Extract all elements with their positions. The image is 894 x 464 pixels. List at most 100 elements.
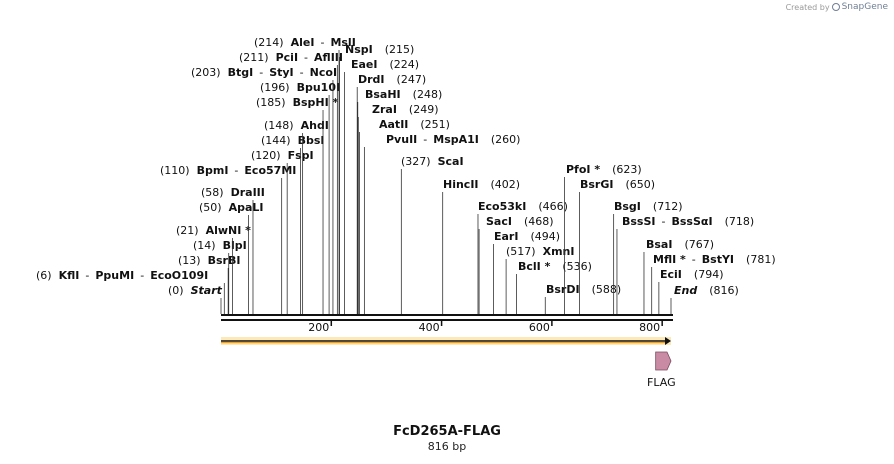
ruler-label: 200: [308, 321, 329, 334]
site-position: (247): [397, 73, 427, 86]
site-name: BsaHI: [365, 88, 401, 101]
credit-brand: SnapGene: [841, 2, 888, 12]
site-position: (120): [251, 149, 281, 162]
site-mfli: MflI * - BstYI (781): [651, 253, 776, 314]
site-position: (144): [261, 134, 291, 147]
site-bsphi: (185) BspHI *: [256, 96, 339, 314]
site-name: ScaI: [438, 155, 464, 168]
site-name: AlwNI *: [206, 224, 252, 237]
site-eco53ki: Eco53kI (466): [477, 200, 568, 314]
site-separator: -: [234, 164, 238, 177]
site-name: Eco57MI: [244, 164, 296, 177]
site-position: (211): [239, 51, 269, 64]
site-name: PpuMI: [95, 269, 134, 282]
ruler-label: 400: [419, 321, 440, 334]
site-position: (21): [176, 224, 199, 237]
site-position: (494): [530, 230, 560, 243]
snapgene-logo-icon: [831, 3, 840, 11]
site-separator: -: [304, 51, 308, 64]
credit-prefix: Created by: [785, 2, 830, 12]
site-name: BpmI: [197, 164, 229, 177]
site-name: BlpI: [223, 239, 247, 252]
site-separator: -: [140, 269, 144, 282]
site-name: EcoO109I: [150, 269, 208, 282]
site-name: Start: [191, 284, 223, 297]
site-bbsi: (144) BbsI: [261, 134, 325, 314]
site-position: (327): [401, 155, 431, 168]
site-name: End: [674, 284, 697, 297]
site-separator: -: [320, 36, 324, 49]
site-bcli: BclI * (536): [516, 260, 592, 314]
site-name: BspHI *: [293, 96, 339, 109]
site-eaei: EaeI (224): [344, 58, 420, 314]
site-name: NspI: [345, 43, 373, 56]
site-name: AflIII: [314, 51, 343, 64]
site-position: (50): [199, 201, 222, 214]
site-position: (58): [201, 186, 224, 199]
site-draiii: (58) DraIII: [201, 186, 265, 314]
site-separator: -: [300, 66, 304, 79]
site-name: HincII: [443, 178, 479, 191]
site-name: DraIII: [231, 186, 265, 199]
site-pfoi: PfoI * (623): [564, 163, 642, 314]
ruler-label: 600: [529, 321, 550, 334]
site-name: EciI: [660, 268, 682, 281]
sequence-name: FcD265A-FLAG: [393, 424, 501, 439]
site-separator: -: [423, 133, 427, 146]
site-bsgi: BsgI (712): [613, 200, 683, 314]
site-position: (14): [193, 239, 216, 252]
site-position: (215): [385, 43, 415, 56]
site-name: BsaI: [646, 238, 672, 251]
site-name: BclI *: [518, 260, 551, 273]
site-saci: SacI (468): [478, 215, 554, 314]
site-name: MspA1I: [433, 133, 479, 146]
site-name: EaeI: [351, 58, 378, 71]
site-alei: (214) AleI - MslI: [254, 36, 356, 314]
site-ahdi: (148) AhdI: [264, 119, 329, 314]
site-name: AatII: [379, 118, 408, 131]
site-position: (249): [409, 103, 439, 116]
site-position: (224): [390, 58, 420, 71]
site-name: BsgI: [614, 200, 641, 213]
site-position: (718): [725, 215, 755, 228]
site-aatii: AatII (251): [359, 118, 450, 314]
site-pvuii: PvuII - MspA1I (260): [363, 133, 520, 314]
site-separator: -: [85, 269, 89, 282]
site-separator: -: [662, 215, 666, 228]
orf-arrowhead: [665, 337, 671, 345]
site-position: (203): [191, 66, 221, 79]
site-position: (196): [260, 81, 290, 94]
site-bsssi: BssSI - BssSαI (718): [616, 215, 755, 314]
site-position: (712): [653, 200, 683, 213]
credit-line: Created by SnapGene: [786, 2, 888, 12]
site-name: DrdI: [358, 73, 385, 86]
site-btgi: (203) BtgI - StyI - NcoI: [191, 66, 337, 314]
site-xmni: (517) XmnI: [505, 245, 574, 314]
site-name: PfoI *: [566, 163, 600, 176]
site-eari: EarI (494): [493, 230, 560, 314]
site-position: (6): [36, 269, 52, 282]
ruler-label: 800: [639, 321, 660, 334]
site-name: AleI: [291, 36, 315, 49]
site-name: BssSαI: [672, 215, 713, 228]
site-bpmi: (110) BpmI - Eco57MI: [160, 164, 296, 314]
site-name: AhdI: [301, 119, 329, 132]
site-position: (148): [264, 119, 294, 132]
site-hincii: HincII (402): [442, 178, 520, 314]
site-name: BsrDI: [546, 283, 580, 296]
site-bsahi: BsaHI (248): [357, 88, 442, 314]
title-block: FcD265A-FLAG 816 bp: [0, 424, 894, 453]
site-alwni: (21) AlwNI *: [176, 224, 251, 314]
site-bpu10i: (196) Bpu10I: [260, 81, 340, 314]
site-kfli: (6) KflI - PpuMI - EcoO109I: [36, 269, 225, 314]
site-name: ApaLI: [229, 201, 264, 214]
site-position: (781): [746, 253, 776, 266]
site-position: (110): [160, 164, 190, 177]
site-position: (536): [562, 260, 592, 273]
site-ecii: EciI (794): [658, 268, 724, 314]
site-name: BtgI: [228, 66, 254, 79]
site-start: (0) Start: [168, 284, 223, 314]
site-name: ZraI: [372, 103, 397, 116]
site-position: (767): [684, 238, 714, 251]
